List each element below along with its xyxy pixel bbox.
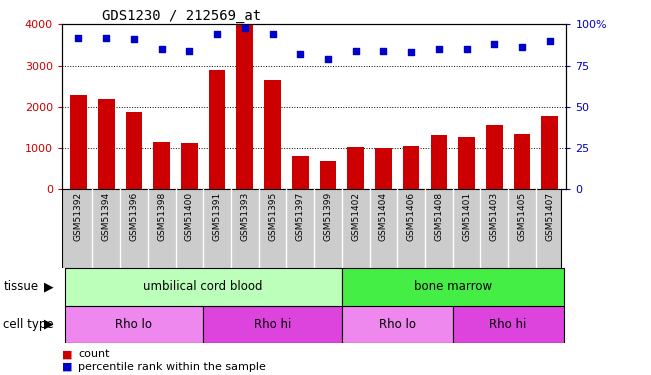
Bar [348, 147, 364, 189]
Text: GSM51392: GSM51392 [74, 192, 83, 241]
Text: GSM51404: GSM51404 [379, 192, 388, 241]
Bar [320, 161, 337, 189]
Point [462, 46, 472, 52]
Text: GSM51401: GSM51401 [462, 192, 471, 241]
Text: ▶: ▶ [44, 280, 54, 293]
Bar [126, 112, 142, 189]
Bar [514, 134, 531, 189]
Point [489, 41, 499, 47]
Point [74, 34, 84, 40]
Bar [64, 306, 203, 343]
Bar [154, 142, 170, 189]
Text: GSM51405: GSM51405 [518, 192, 527, 241]
Text: cell type: cell type [3, 318, 54, 331]
Point [240, 25, 250, 31]
Text: ■: ■ [62, 350, 72, 359]
Point [406, 50, 417, 55]
Text: count: count [78, 350, 109, 359]
Text: Rho hi: Rho hi [490, 318, 527, 331]
Bar [542, 116, 558, 189]
Point [156, 46, 167, 52]
Text: Rho lo: Rho lo [115, 318, 152, 331]
Bar [403, 146, 419, 189]
Text: percentile rank within the sample: percentile rank within the sample [78, 362, 266, 372]
Text: GSM51395: GSM51395 [268, 192, 277, 241]
Bar [452, 306, 564, 343]
Bar [70, 94, 87, 189]
Text: ■: ■ [62, 362, 72, 372]
Bar [375, 148, 392, 189]
Text: GSM51396: GSM51396 [130, 192, 139, 241]
Bar [209, 70, 225, 189]
Bar [342, 306, 452, 343]
Bar [486, 125, 503, 189]
Bar [264, 80, 281, 189]
Bar [342, 268, 564, 306]
Text: GSM51400: GSM51400 [185, 192, 194, 241]
Text: GSM51399: GSM51399 [324, 192, 333, 241]
Point [101, 34, 111, 40]
Bar [430, 135, 447, 189]
Text: Rho hi: Rho hi [254, 318, 291, 331]
Point [129, 36, 139, 42]
Bar [236, 24, 253, 189]
Text: GSM51403: GSM51403 [490, 192, 499, 241]
Point [517, 45, 527, 51]
Text: GSM51408: GSM51408 [434, 192, 443, 241]
Text: GSM51394: GSM51394 [102, 192, 111, 241]
Text: tissue: tissue [3, 280, 38, 293]
Text: Rho lo: Rho lo [379, 318, 416, 331]
Text: GSM51391: GSM51391 [213, 192, 221, 241]
Text: GSM51402: GSM51402 [351, 192, 360, 241]
Point [295, 51, 305, 57]
Text: umbilical cord blood: umbilical cord blood [143, 280, 263, 293]
Text: bone marrow: bone marrow [413, 280, 492, 293]
Text: GSM51406: GSM51406 [407, 192, 415, 241]
Bar [292, 156, 309, 189]
Text: GSM51397: GSM51397 [296, 192, 305, 241]
Text: GSM51398: GSM51398 [157, 192, 166, 241]
Text: GSM51393: GSM51393 [240, 192, 249, 241]
Bar [98, 99, 115, 189]
Point [268, 31, 278, 37]
Bar [181, 143, 198, 189]
Point [212, 31, 222, 37]
Point [434, 46, 444, 52]
Point [378, 48, 389, 54]
Text: GDS1230 / 212569_at: GDS1230 / 212569_at [102, 9, 261, 23]
Bar [458, 136, 475, 189]
Point [544, 38, 555, 44]
Bar [203, 306, 342, 343]
Point [350, 48, 361, 54]
Bar [64, 268, 342, 306]
Point [323, 56, 333, 62]
Text: ▶: ▶ [44, 318, 54, 331]
Point [184, 48, 195, 54]
Text: GSM51407: GSM51407 [546, 192, 554, 241]
